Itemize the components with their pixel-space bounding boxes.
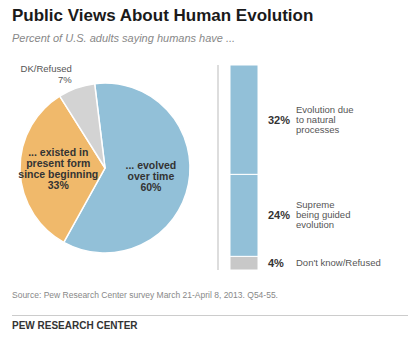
svg-text:Supremebeing guidedevolution: Supremebeing guidedevolution [296,199,350,230]
svg-text:... evolvedover time60%: ... evolvedover time60% [126,159,177,193]
svg-text:24%: 24% [268,209,290,221]
html-text:PEW RESEARCH CENTER: PEW RESEARCH CENTER [12,320,138,331]
svg-text:Don't know/Refused: Don't know/Refused [296,257,381,268]
svg-text:... existed inpresent formsinc: ... existed inpresent formsince beginnin… [18,146,98,191]
svg-text:DK/Refused7%: DK/Refused7% [21,63,73,85]
svg-text:4%: 4% [268,257,284,269]
svg-text:32%: 32% [268,114,290,126]
html-text:Percent of U.S. adults saying: Percent of U.S. adults saying humans hav… [12,32,236,44]
svg-text:Evolution dueto naturalprocess: Evolution dueto naturalprocesses [296,104,354,135]
html-text:Source: Pew Research Center su: Source: Pew Research Center survey March… [12,290,278,300]
html-text:Public Views About Human Evolu: Public Views About Human Evolution [12,6,314,25]
